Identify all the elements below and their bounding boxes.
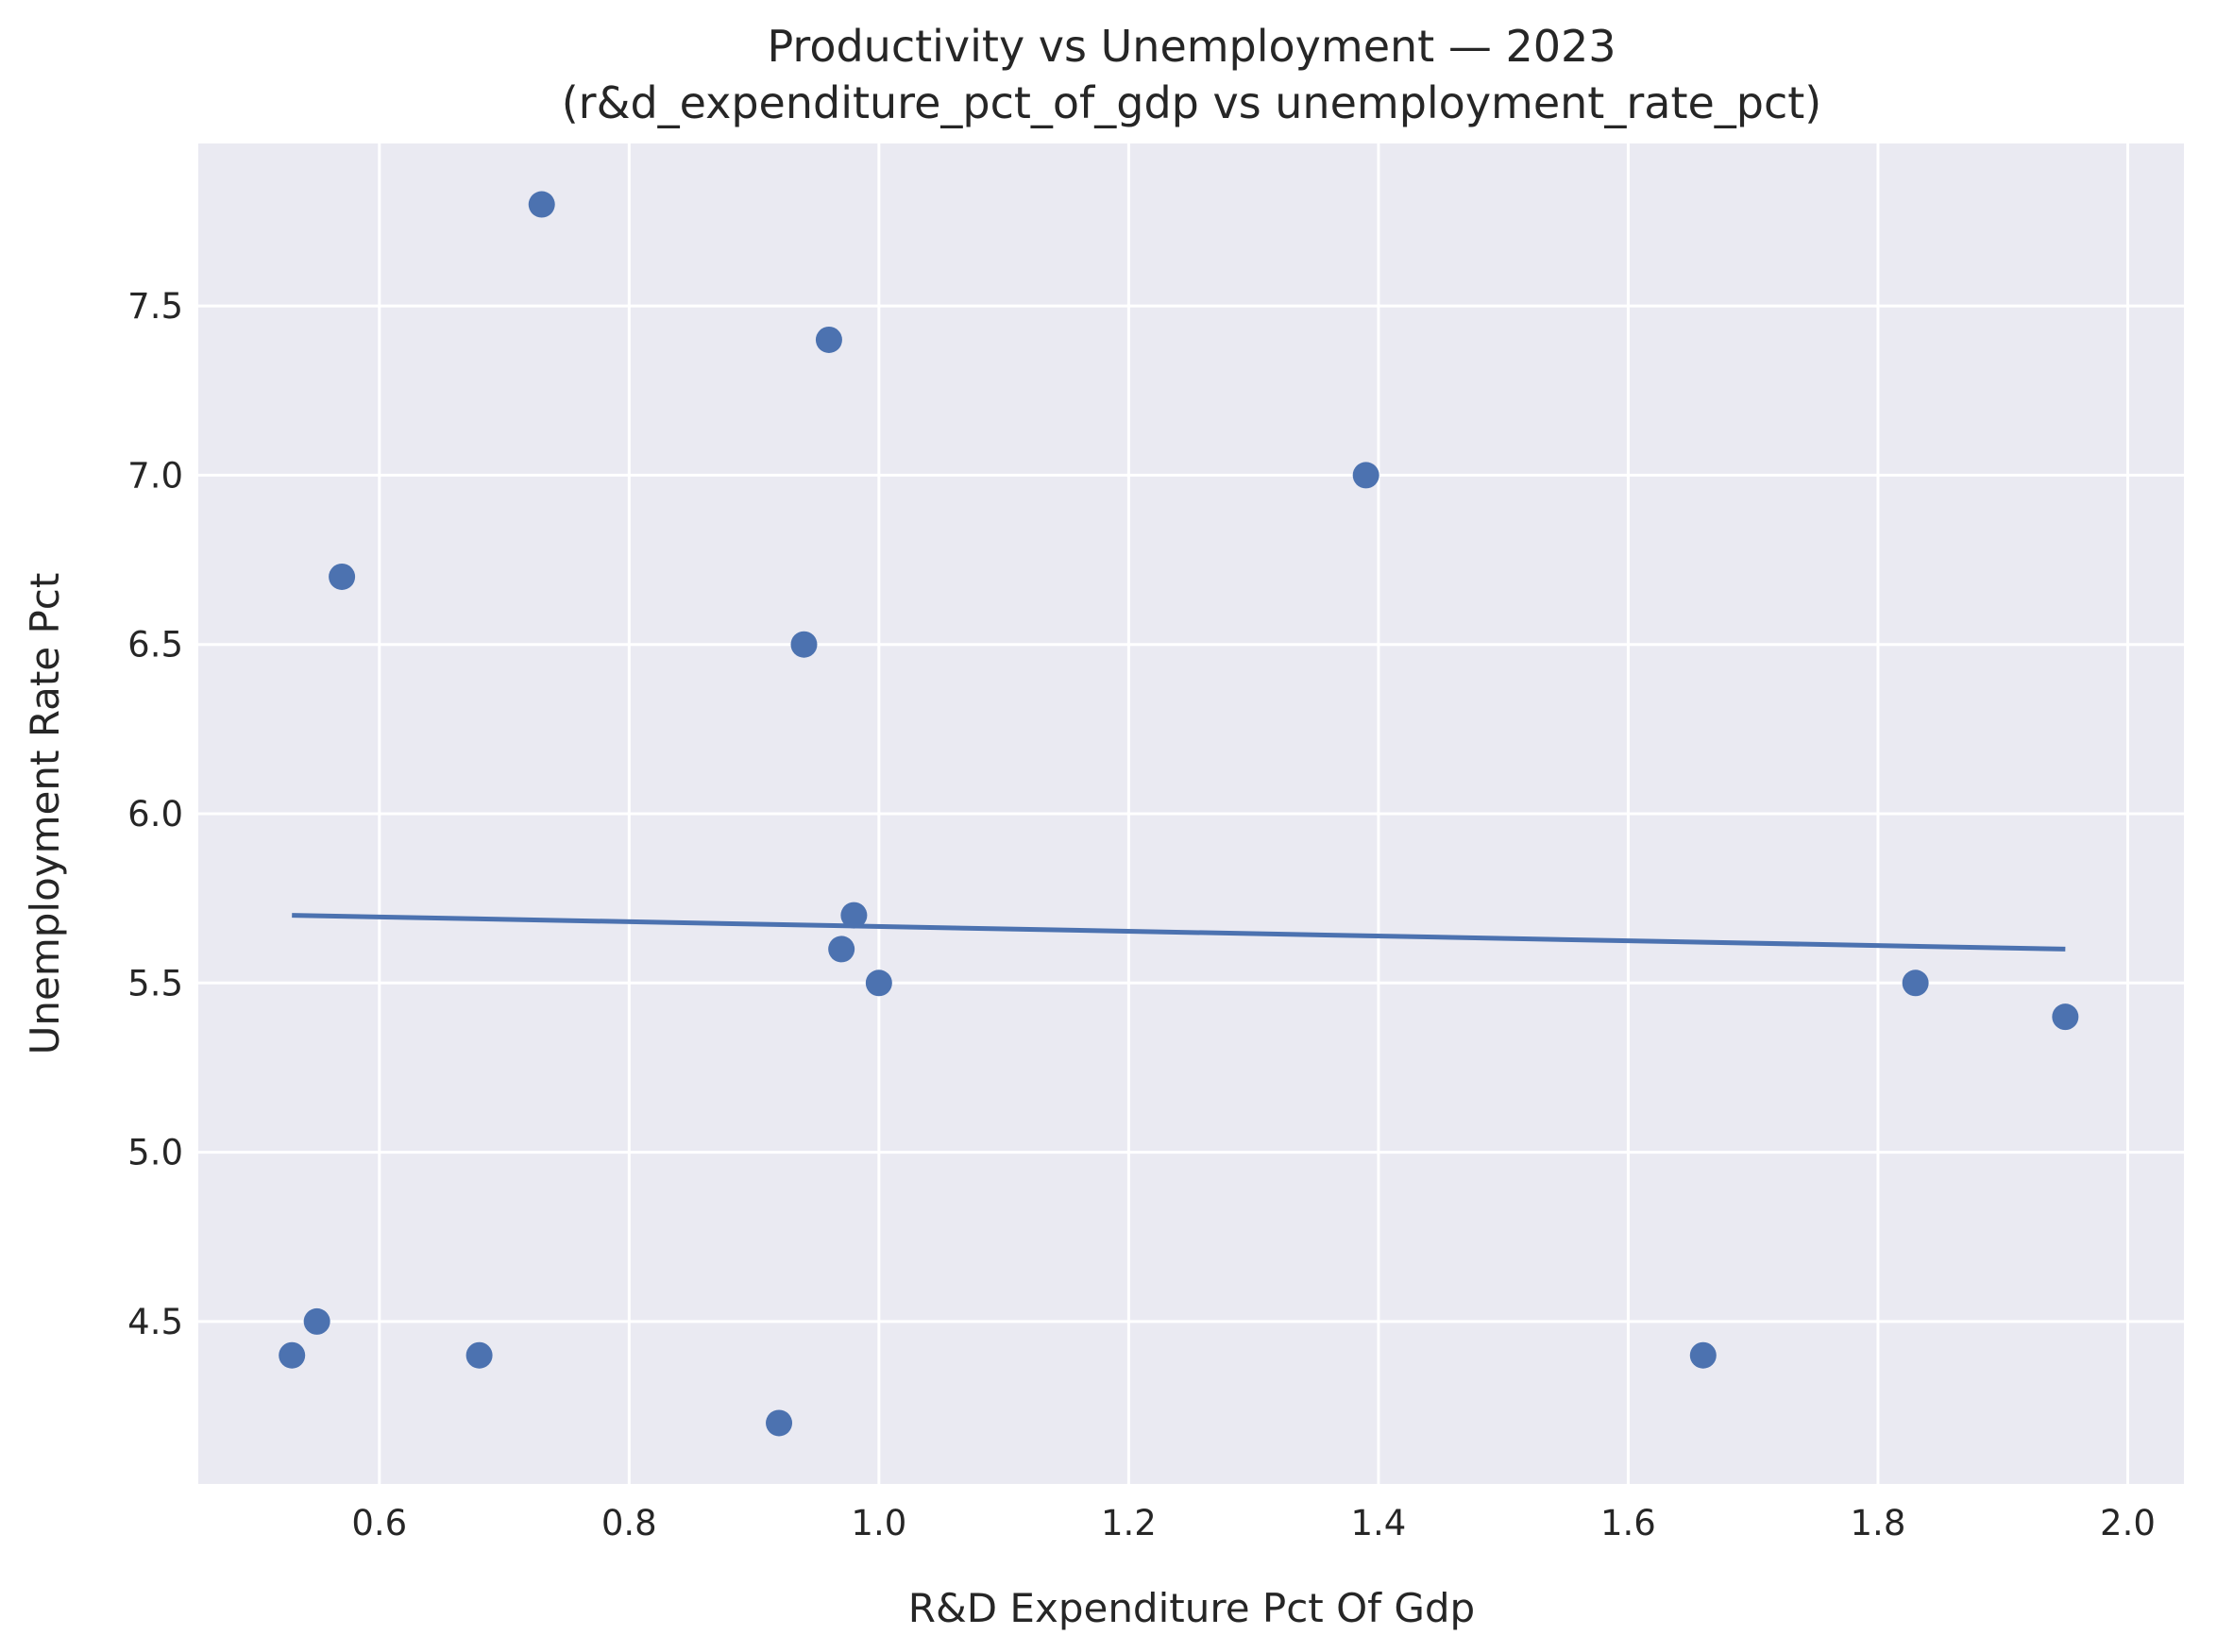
data-point bbox=[766, 1409, 793, 1437]
y-axis-label: Unemployment Rate Pct bbox=[22, 573, 68, 1055]
data-point bbox=[329, 563, 356, 590]
data-point bbox=[865, 969, 892, 997]
y-tick-label: 5.5 bbox=[127, 963, 183, 1003]
y-tick-labels: 4.5 5.0 5.5 6.0 6.5 7.0 7.5 bbox=[127, 286, 183, 1342]
y-tick-label: 5.0 bbox=[127, 1133, 183, 1173]
data-point bbox=[1352, 462, 1379, 489]
grid-lines bbox=[198, 143, 2184, 1484]
y-tick-label: 7.5 bbox=[127, 286, 183, 327]
x-tick-label: 0.8 bbox=[601, 1503, 657, 1543]
x-tick-label: 1.2 bbox=[1101, 1503, 1157, 1543]
x-tick-label: 1.0 bbox=[851, 1503, 906, 1543]
data-point bbox=[279, 1341, 306, 1369]
x-tick-label: 2.0 bbox=[2100, 1503, 2156, 1543]
chart-subtitle: (r&d_expenditure_pct_of_gdp vs unemploym… bbox=[562, 77, 1822, 128]
data-point bbox=[528, 191, 555, 218]
x-tick-label: 1.4 bbox=[1350, 1503, 1406, 1543]
data-point bbox=[2052, 1003, 2079, 1031]
y-tick-label: 4.5 bbox=[127, 1302, 183, 1342]
trend-line bbox=[292, 913, 2066, 952]
data-point bbox=[465, 1341, 493, 1369]
data-point bbox=[815, 326, 842, 353]
data-point bbox=[840, 902, 868, 929]
data-point bbox=[828, 936, 855, 963]
data-point bbox=[790, 631, 818, 658]
x-axis-label: R&D Expenditure Pct Of Gdp bbox=[908, 1585, 1475, 1631]
x-tick-labels: 0.6 0.8 1.0 1.2 1.4 1.6 1.8 2.0 bbox=[351, 1503, 2156, 1543]
x-tick-label: 1.8 bbox=[1851, 1503, 1906, 1543]
x-tick-label: 1.6 bbox=[1600, 1503, 1656, 1543]
y-tick-label: 6.5 bbox=[127, 625, 183, 666]
chart-title: Productivity vs Unemployment — 2023 bbox=[767, 21, 1616, 72]
data-points bbox=[279, 191, 2079, 1437]
data-point bbox=[303, 1307, 330, 1335]
y-tick-label: 6.0 bbox=[127, 794, 183, 834]
data-point bbox=[1689, 1341, 1717, 1369]
data-point bbox=[1902, 969, 1929, 997]
x-tick-label: 0.6 bbox=[351, 1503, 407, 1543]
y-tick-label: 7.0 bbox=[127, 455, 183, 496]
